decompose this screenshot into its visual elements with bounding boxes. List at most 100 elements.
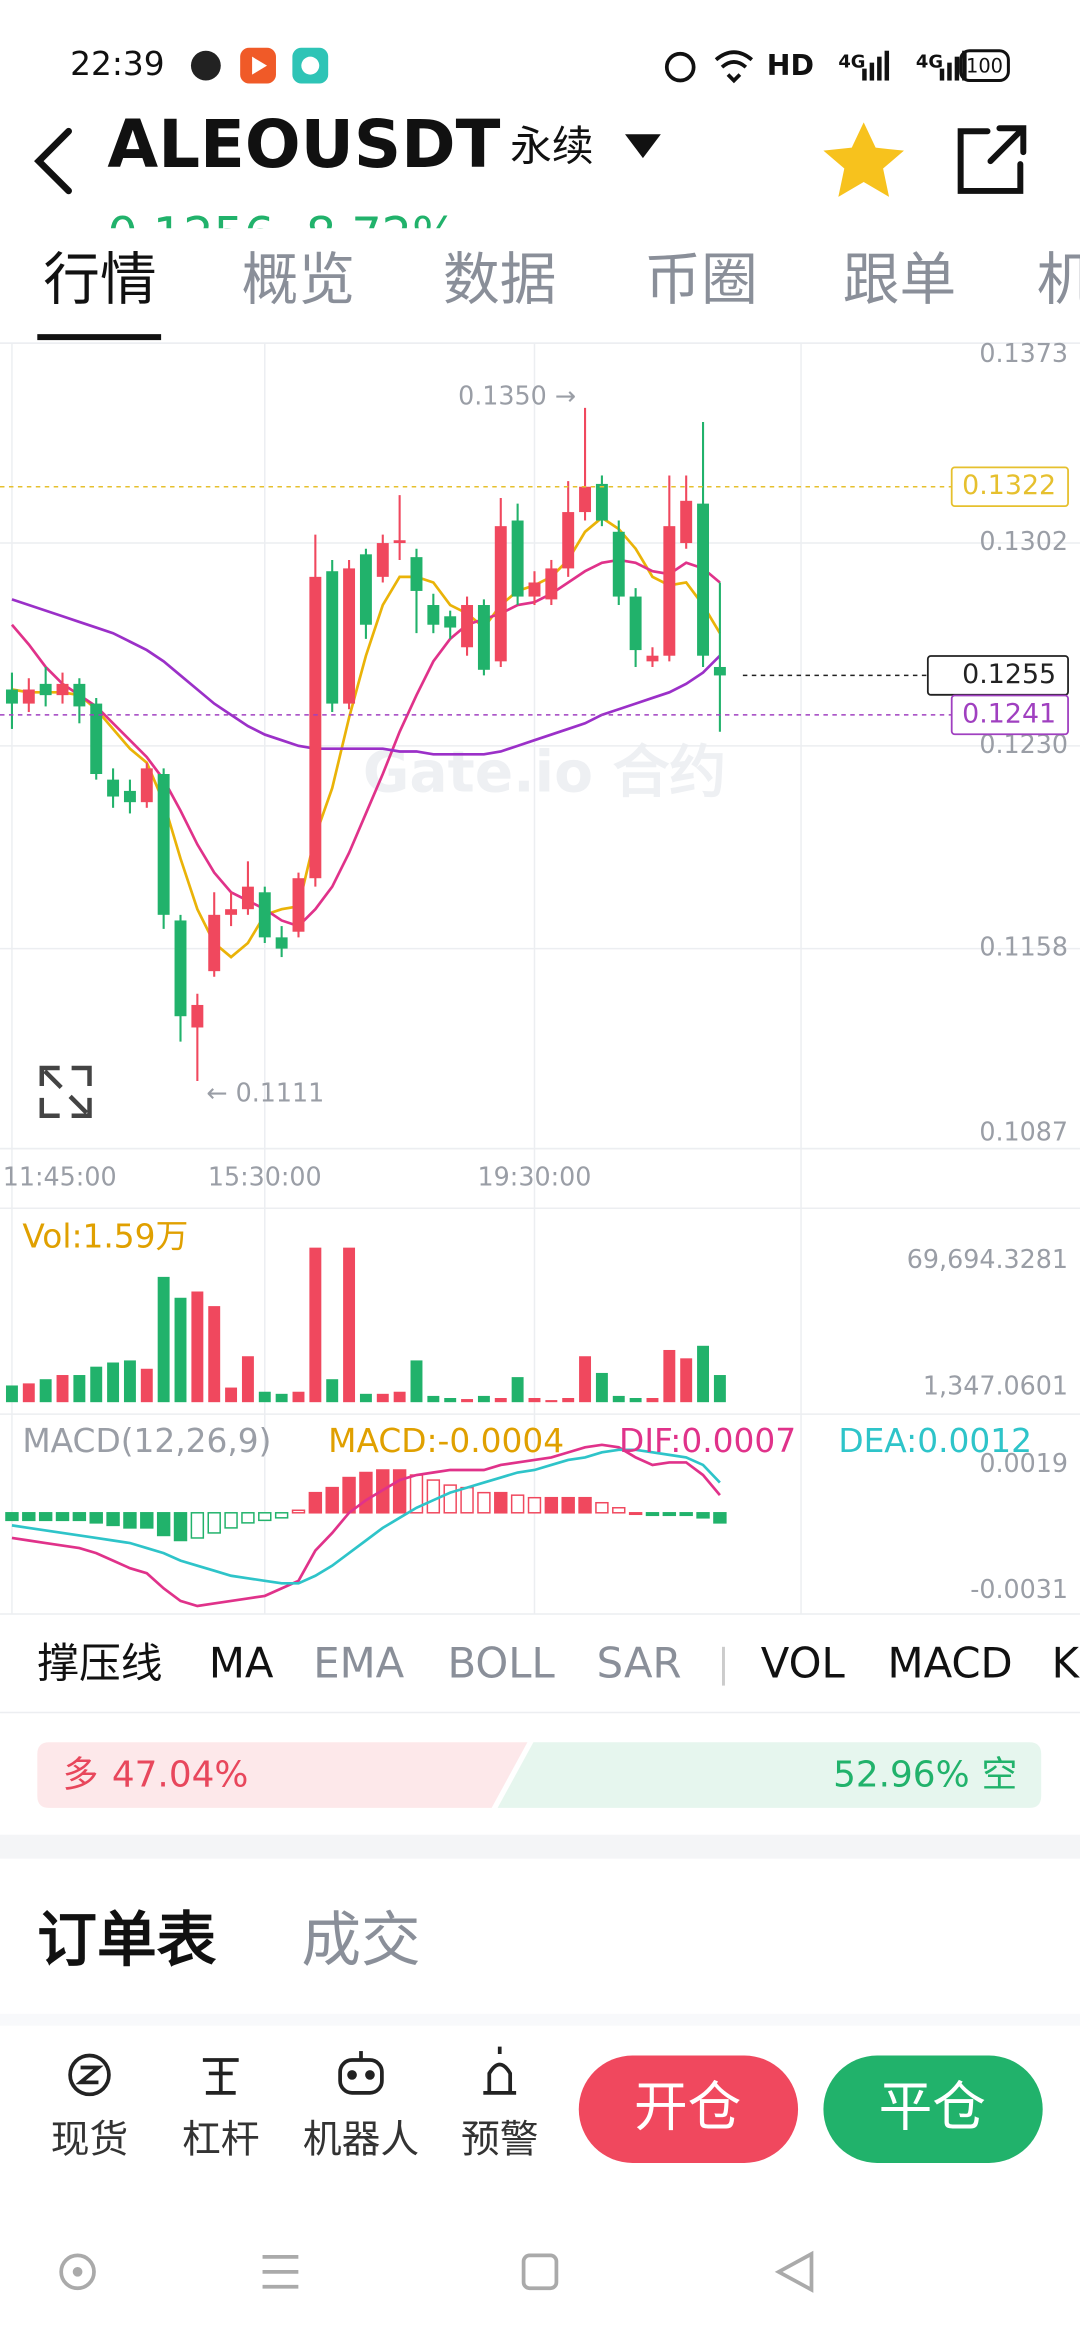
order-tab[interactable]: 成交: [301, 1906, 420, 1975]
y-tick-label: -0.0031: [970, 1574, 1068, 1604]
volume-bar: [359, 1393, 372, 1403]
volume-bar: [174, 1297, 187, 1403]
nav-label[interactable]: 预警: [461, 2118, 539, 2163]
macd-bar: [595, 1501, 609, 1514]
volume-bar: [5, 1385, 18, 1403]
indicator[interactable]: EMA: [313, 1639, 404, 1688]
fullscreen-button[interactable]: [39, 1065, 92, 1119]
macd-bar: [494, 1491, 508, 1514]
volume-bar: [241, 1356, 254, 1403]
tab[interactable]: 数据: [443, 247, 556, 313]
candle-body: [477, 605, 490, 670]
volume-bar: [494, 1398, 507, 1403]
status-signal: 4G: [838, 52, 865, 73]
macd-bar: [38, 1512, 53, 1522]
tab[interactable]: 币圈: [644, 247, 757, 313]
candle-body: [39, 683, 52, 696]
tab[interactable]: 跟单: [843, 247, 956, 313]
macd-bar: [291, 1509, 306, 1514]
status-app-icons: [190, 47, 754, 84]
back-button[interactable]: [34, 127, 72, 195]
candle-body: [494, 526, 507, 662]
volume-bar: [208, 1306, 221, 1403]
y-tick-label: 0.0019: [979, 1448, 1068, 1478]
candle-body: [444, 616, 457, 628]
volume-bar: [461, 1399, 474, 1403]
candle-body: [22, 689, 35, 704]
candle-body: [208, 914, 221, 972]
indicator[interactable]: SAR: [597, 1639, 682, 1688]
macd-bar: [392, 1469, 407, 1514]
indicator[interactable]: K: [1052, 1639, 1080, 1688]
indicator[interactable]: 撑压线: [37, 1639, 162, 1688]
candle-body: [309, 576, 322, 879]
battery: [959, 49, 1010, 83]
open-button[interactable]: [578, 2055, 799, 2163]
share-button[interactable]: [957, 125, 1027, 194]
sentiment-bar: 多 47.04% 52.96% 空: [37, 1742, 1042, 1808]
tab[interactable]: 机: [1037, 247, 1080, 313]
indicator[interactable]: MA: [209, 1639, 274, 1688]
volume-bar: [123, 1360, 136, 1403]
system-nav[interactable]: [59, 2250, 814, 2293]
candle-body: [359, 554, 372, 625]
macd-bar: [578, 1496, 592, 1514]
volume-bar: [22, 1383, 35, 1403]
candle-body: [595, 483, 608, 521]
close-button-label[interactable]: 平仓: [879, 2075, 986, 2138]
status-time: 22:39: [70, 45, 165, 83]
candle-body: [107, 779, 120, 797]
volume-bar: [612, 1395, 625, 1403]
macd-bar: [274, 1512, 289, 1519]
candle-body: [56, 683, 69, 696]
nav-label[interactable]: 机器人: [303, 2118, 419, 2163]
volume-bar: [629, 1398, 642, 1403]
nav-label[interactable]: 杠杆: [182, 2118, 260, 2163]
tab[interactable]: 概览: [242, 247, 355, 313]
candle-body: [123, 790, 136, 803]
macd-bar: [173, 1512, 188, 1542]
macd-bar: [207, 1512, 221, 1534]
indicator[interactable]: MACD: [888, 1639, 1013, 1688]
order-tab[interactable]: 订单表: [37, 1906, 216, 1975]
volume-bar: [663, 1349, 676, 1403]
indicator[interactable]: BOLL: [448, 1639, 556, 1688]
favorite-star[interactable]: [823, 122, 904, 197]
shadow: [0, 2013, 1080, 2026]
dropdown[interactable]: [625, 134, 661, 159]
candle-body: [241, 886, 254, 910]
candle-body: [292, 878, 305, 932]
indicator[interactable]: VOL: [761, 1639, 846, 1688]
indicator-line: [11, 1448, 721, 1585]
tab[interactable]: 行情: [43, 247, 156, 313]
nav-label[interactable]: 现货: [51, 2118, 129, 2163]
volume-bar: [376, 1393, 389, 1403]
volume-bar: [528, 1398, 541, 1403]
price-line-box: [950, 466, 1069, 508]
macd-bar: [628, 1512, 643, 1516]
candle-body: [629, 596, 642, 651]
last-price: 0.1256: [107, 209, 274, 264]
macd-bar: [5, 1512, 19, 1522]
open-button-label[interactable]: 开仓: [634, 2075, 741, 2138]
candle-body: [528, 582, 541, 597]
macd-bar: [258, 1512, 272, 1522]
macd-bar: [89, 1512, 103, 1524]
candle-body: [427, 605, 440, 625]
candle-body: [713, 666, 726, 676]
price-line-label: 0.1322: [962, 470, 1056, 501]
close-button[interactable]: [823, 2055, 1043, 2163]
macd-bar: [156, 1512, 171, 1537]
contract-type[interactable]: 永续: [510, 122, 593, 171]
volume-bar: [545, 1400, 558, 1403]
price-line-box: [950, 694, 1069, 736]
volume-bar: [90, 1366, 103, 1403]
candle-body: [663, 526, 676, 656]
short-value: 52.96%: [833, 1755, 970, 1796]
macd-bar: [325, 1486, 339, 1514]
volume-label: Vol:1.59万: [22, 1218, 188, 1256]
macd-bar: [55, 1512, 70, 1522]
candle-body: [157, 774, 170, 915]
